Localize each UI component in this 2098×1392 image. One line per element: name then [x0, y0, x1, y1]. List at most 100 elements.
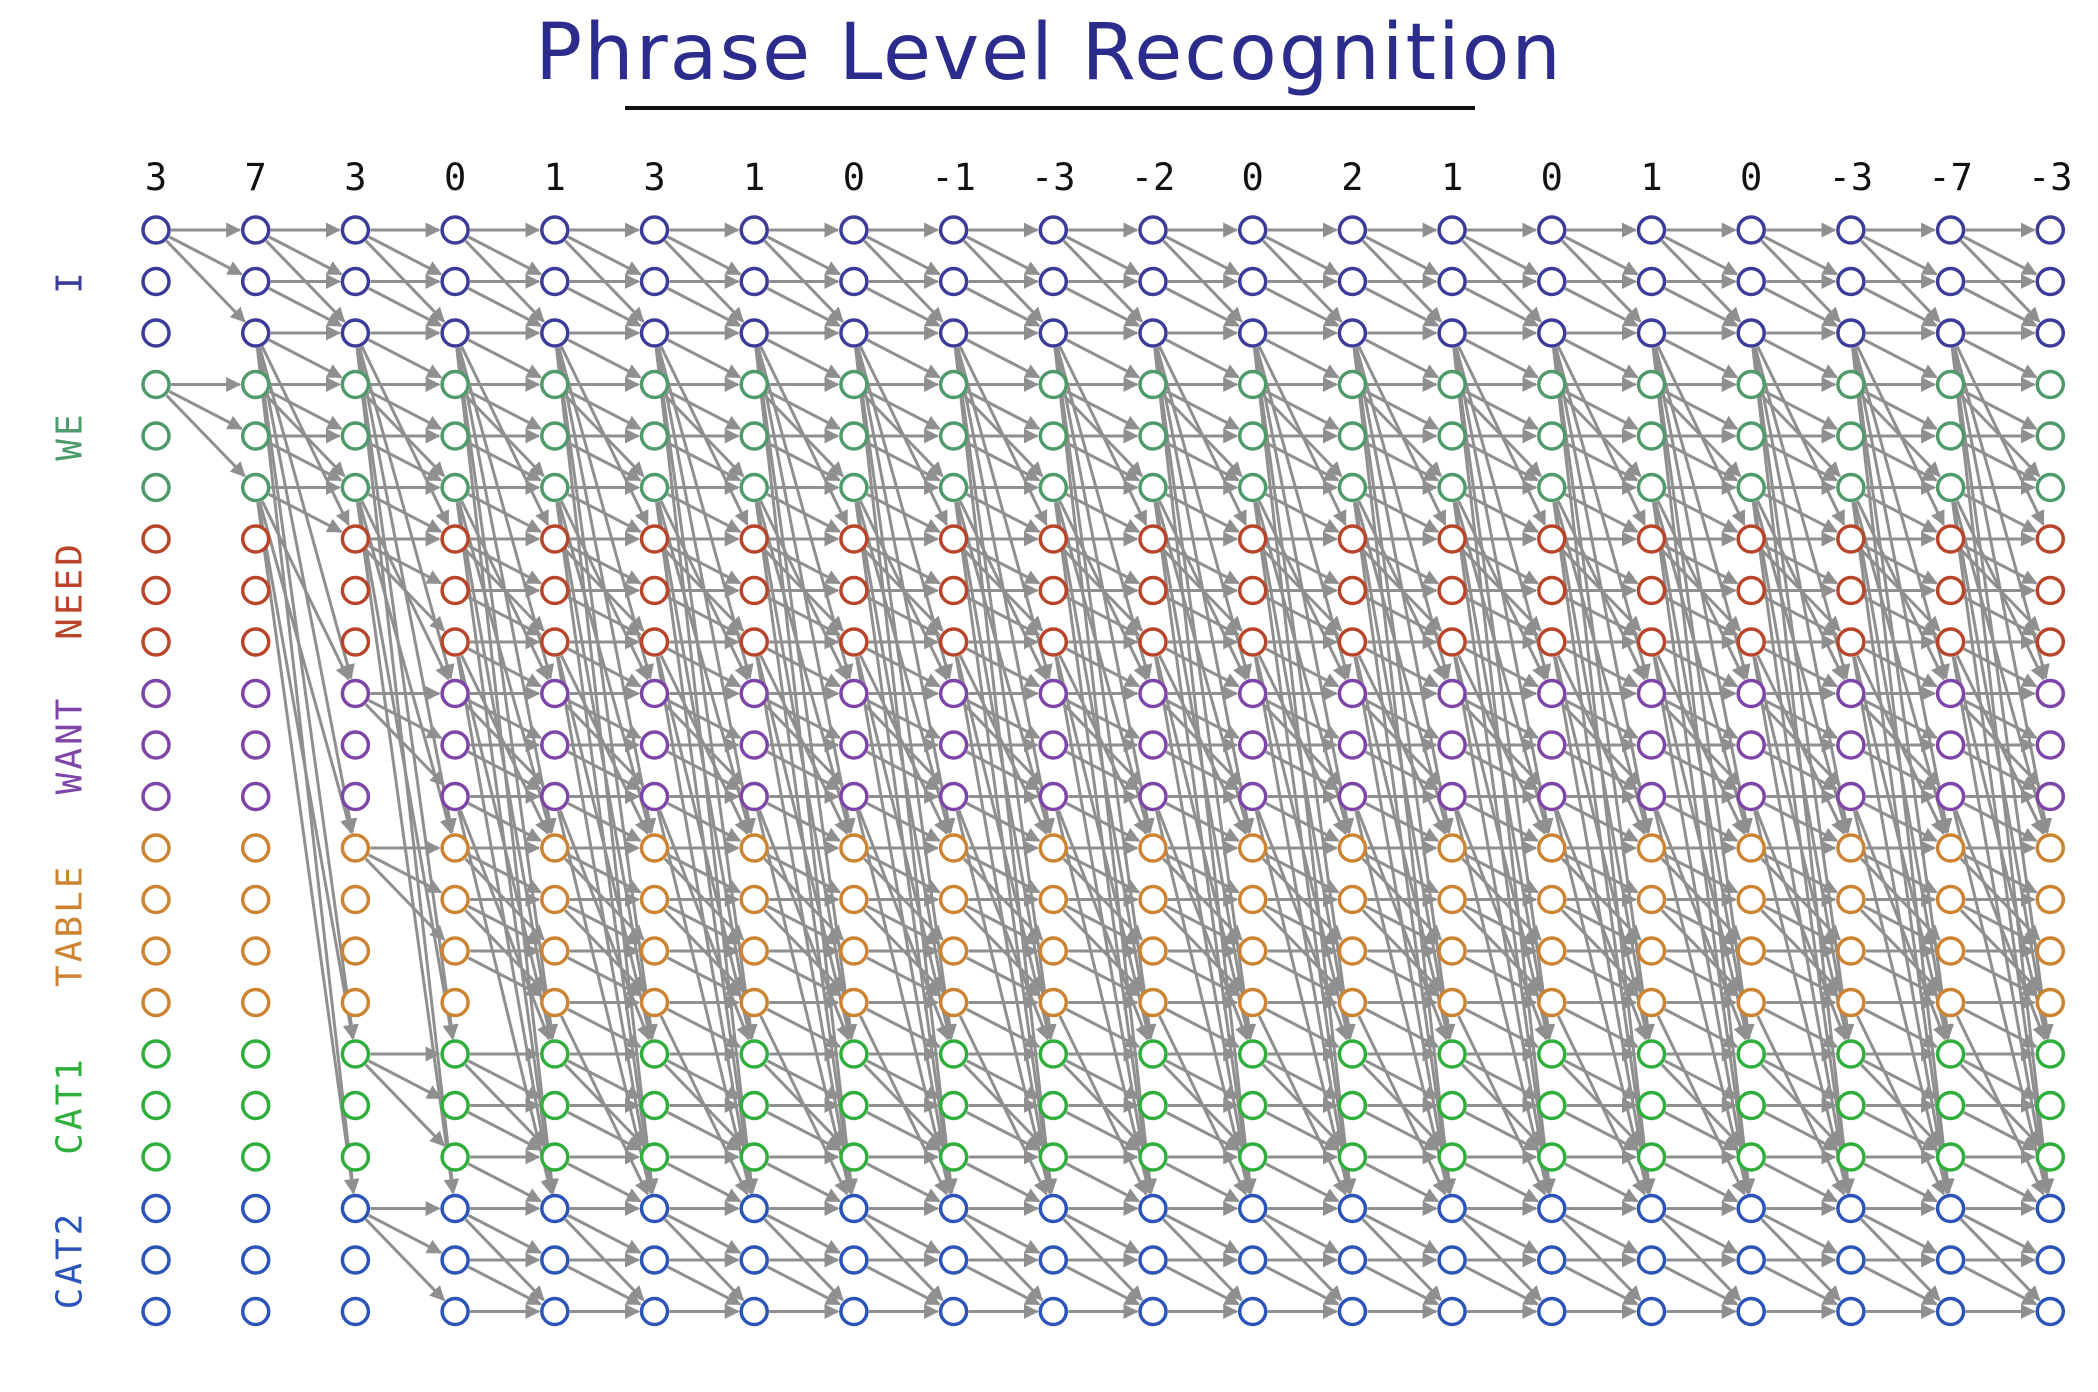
transition-edge [368, 235, 443, 276]
state-node [1537, 318, 1567, 348]
state-node [739, 1039, 769, 1069]
column-score-17: -3 [1829, 156, 1874, 199]
transition-edge [766, 1008, 842, 1048]
state-node [440, 524, 470, 554]
state-node [839, 627, 869, 657]
state-node [639, 1039, 670, 1069]
column-score-3: 0 [444, 156, 466, 199]
state-node [639, 1296, 670, 1327]
transition-edge [1265, 1162, 1340, 1203]
state-node [1836, 369, 1866, 400]
transition-edge [1464, 544, 1539, 585]
transition-edge [966, 1059, 1041, 1100]
state-node [1836, 730, 1866, 760]
transition-edge [866, 905, 941, 945]
state-node [1038, 472, 1069, 503]
state-node [240, 987, 271, 1018]
state-node [1935, 1090, 1966, 1121]
transition-edge [1963, 1265, 2038, 1306]
state-node [1437, 1245, 1467, 1275]
state-node [440, 730, 470, 760]
state-node [1337, 936, 1368, 966]
state-node [1736, 987, 1766, 1018]
state-node [1437, 1296, 1467, 1327]
transition-edge [1165, 905, 1240, 945]
transition-edge [1564, 1162, 1639, 1203]
transition-edge [567, 1265, 642, 1306]
transition-edge [567, 1059, 642, 1100]
transition-edge [1365, 441, 1440, 482]
transition-edge [1065, 235, 1141, 276]
transition-edge [1265, 1008, 1340, 1048]
transition-edge [667, 338, 742, 379]
transition-edge [1265, 647, 1340, 688]
row-label-cat2: CAT2 [50, 1211, 91, 1310]
state-node [141, 472, 171, 503]
transition-edge [1464, 647, 1539, 688]
state-node [1138, 884, 1168, 915]
state-node [540, 524, 570, 554]
state-node [1437, 369, 1467, 400]
transition-edge [364, 1218, 446, 1302]
state-node [340, 266, 371, 297]
state-node [1935, 781, 1966, 812]
column-score-8: -1 [931, 156, 976, 199]
state-node [1237, 1296, 1268, 1327]
state-node [639, 833, 670, 863]
state-node [1836, 1090, 1866, 1121]
transition-edge [766, 544, 842, 585]
state-node [1836, 472, 1866, 503]
state-node [1636, 421, 1667, 451]
transition-edge [1664, 287, 1739, 327]
transition-edge [866, 1162, 941, 1203]
state-node [839, 936, 869, 966]
transition-edge [1065, 493, 1141, 533]
state-node [240, 678, 271, 709]
state-node [938, 1245, 969, 1275]
transition-edge [1265, 596, 1340, 636]
transition-edge [1664, 1008, 1739, 1048]
transition-edge [866, 956, 941, 997]
column-score-1: 7 [245, 156, 267, 199]
state-node [839, 987, 869, 1018]
state-node [1636, 1090, 1667, 1121]
state-node [1138, 266, 1168, 297]
state-node [1437, 627, 1467, 657]
state-node [839, 884, 869, 915]
state-node [2035, 215, 2066, 245]
state-node [639, 1245, 670, 1275]
state-node [1736, 833, 1766, 863]
transition-edge [1664, 544, 1739, 585]
state-node [141, 215, 171, 245]
transition-edge [1265, 493, 1340, 533]
transition-edge [667, 596, 742, 636]
state-node [1138, 1245, 1168, 1275]
state-node [1437, 524, 1467, 554]
state-node [1836, 884, 1866, 915]
transition-edge [1365, 493, 1440, 533]
transition-edge [467, 1059, 542, 1100]
state-node [839, 421, 869, 451]
transition-edge [667, 1265, 742, 1306]
state-node [440, 1193, 470, 1224]
state-node [938, 369, 969, 400]
state-node [1935, 627, 1966, 657]
state-node [1537, 1193, 1567, 1224]
transition-edge [1963, 596, 2038, 636]
transition-edge [1863, 1008, 1938, 1048]
state-node [1836, 936, 1866, 966]
state-node [1138, 987, 1168, 1018]
transition-edge [966, 1214, 1041, 1254]
transition-edge [1863, 544, 1938, 585]
column-score-6: 1 [743, 156, 765, 199]
state-node [1636, 678, 1667, 709]
transition-edge [1365, 390, 1440, 430]
transition-edge [766, 956, 842, 997]
state-node [1138, 421, 1168, 451]
state-node [1337, 1193, 1368, 1224]
column-score-13: 1 [1441, 156, 1463, 199]
transition-edge [1863, 1214, 1938, 1254]
state-node [1736, 1193, 1766, 1224]
transition-edge [667, 802, 742, 842]
transition-edge [1664, 1059, 1739, 1100]
